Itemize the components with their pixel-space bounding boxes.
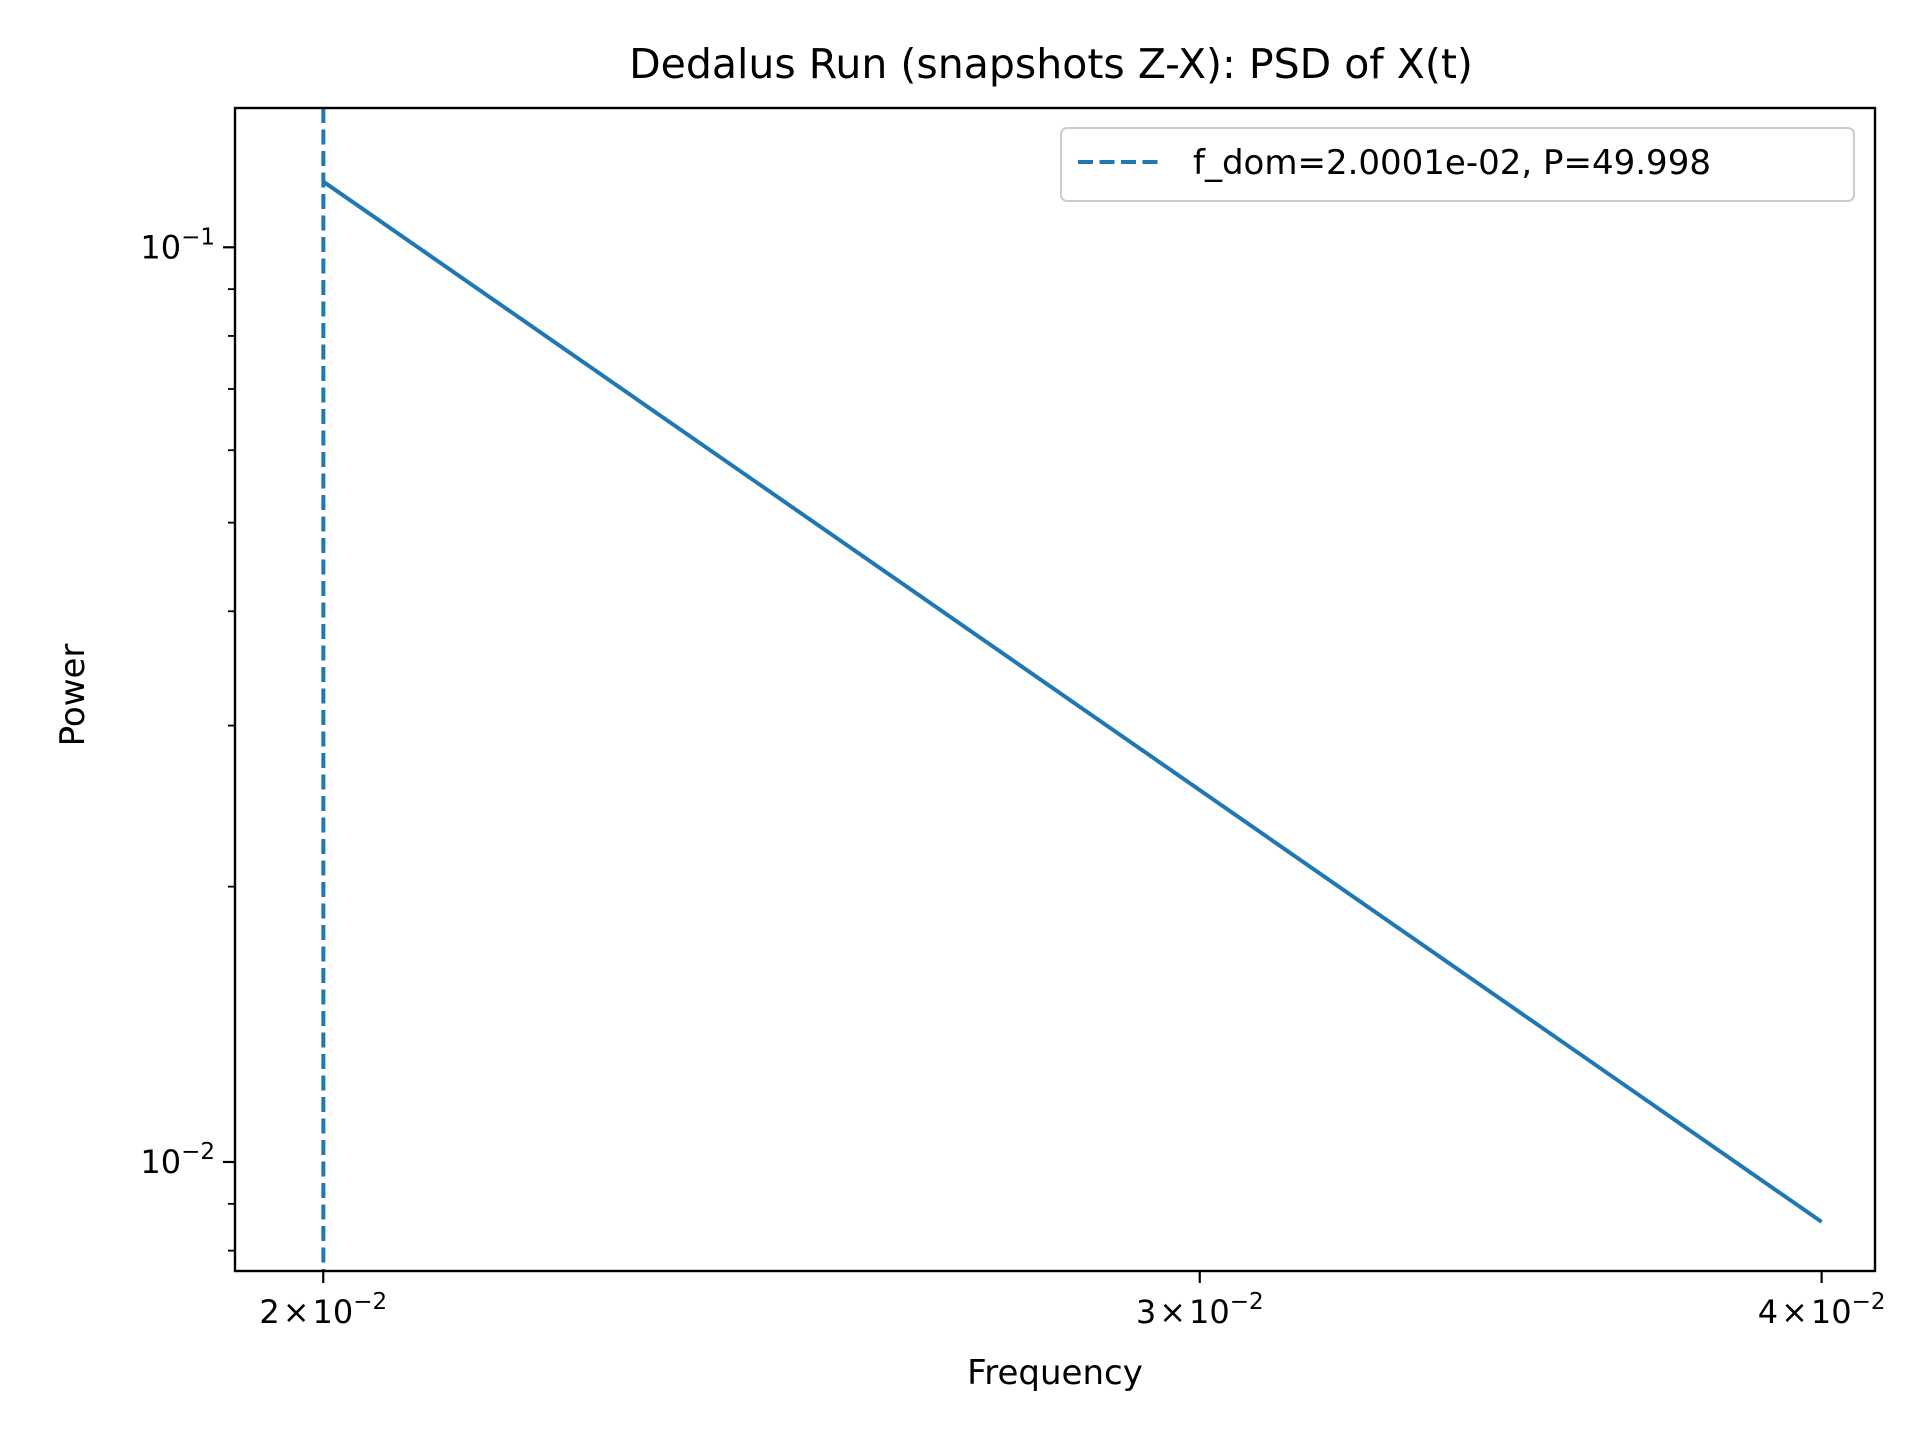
legend-box bbox=[1060, 127, 1855, 202]
x-tick-label: 2×10−2 bbox=[259, 1289, 387, 1331]
y-tick-label: 10−2 bbox=[140, 1139, 215, 1181]
plot-layer bbox=[321, 108, 1823, 1271]
y-axis-title: Power bbox=[53, 644, 93, 747]
legend: f_dom=2.0001e-02, P=49.998 bbox=[1060, 127, 1855, 202]
x-tick-label: 3×10−2 bbox=[1136, 1289, 1264, 1331]
tick-layer: 10−1 10−2 2×10−2 3×10−2 4×10−2 bbox=[140, 224, 1885, 1331]
y-tick-label: 10−1 bbox=[140, 224, 215, 266]
axes-frame bbox=[233, 106, 1877, 1273]
x-axis-title: Frequency bbox=[967, 1353, 1143, 1393]
chart-title: Dedalus Run (snapshots Z-X): PSD of X(t) bbox=[629, 40, 1473, 88]
x-tick-label: 4×10−2 bbox=[1758, 1289, 1886, 1331]
legend-entry-label: f_dom=2.0001e-02, P=49.998 bbox=[1193, 143, 1711, 183]
psd-series-line bbox=[322, 179, 1823, 1224]
